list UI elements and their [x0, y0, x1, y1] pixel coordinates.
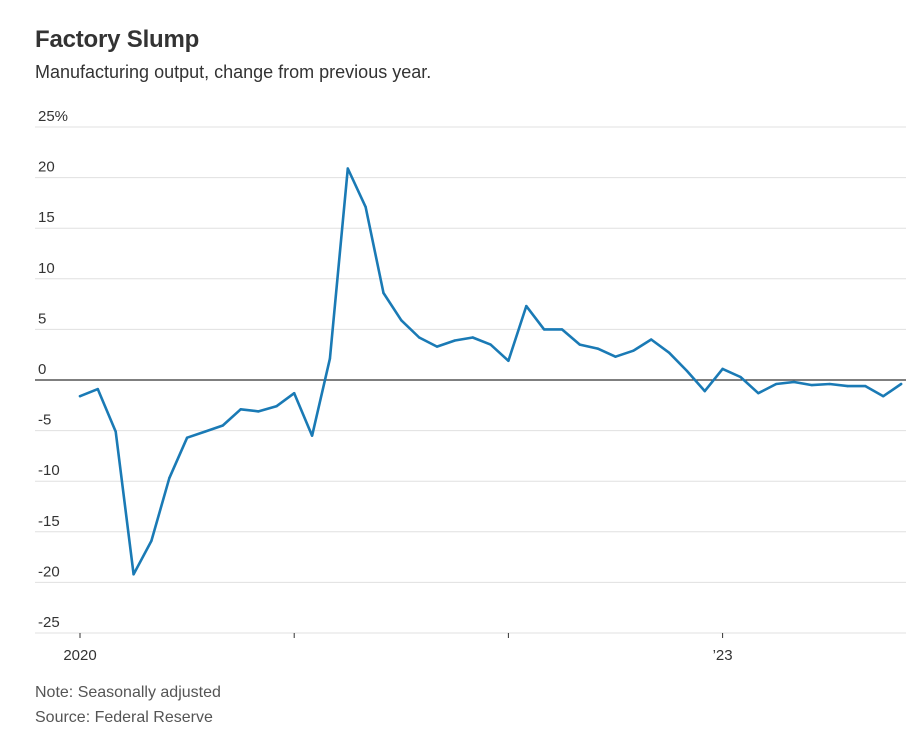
data-point — [453, 339, 457, 342]
y-tick-label: -15 — [38, 513, 60, 530]
data-point — [328, 357, 332, 360]
data-point — [542, 328, 546, 331]
data-point — [471, 336, 474, 339]
data-point — [310, 434, 314, 437]
data-point — [882, 394, 885, 398]
data-point — [828, 382, 831, 386]
series-layer — [78, 167, 903, 576]
chart-source: Source: Federal Reserve — [35, 709, 213, 726]
y-tick-label: 5 — [38, 310, 46, 327]
data-point — [757, 391, 760, 395]
data-point — [346, 167, 349, 170]
data-point — [703, 389, 706, 393]
chart-title: Factory Slump — [35, 26, 200, 53]
data-point — [78, 394, 82, 398]
data-point — [525, 304, 528, 308]
data-point — [293, 391, 296, 395]
data-point — [739, 375, 742, 379]
data-point — [578, 343, 581, 346]
y-tick-label: -25 — [38, 614, 60, 631]
data-point — [239, 408, 242, 411]
y-axis-labels: 25% 20 15 10 5 0 -5 -10 -15 -20 -25 — [38, 108, 68, 631]
data-point — [864, 384, 867, 388]
data-point — [114, 430, 117, 433]
x-axis: 2020 ’23 — [63, 633, 733, 664]
x-tick-label: ’23 — [713, 647, 733, 664]
y-tick-label: -10 — [38, 462, 60, 479]
data-point — [221, 424, 224, 427]
data-point — [96, 387, 100, 391]
data-point — [382, 291, 385, 295]
data-point — [810, 383, 814, 387]
data-point — [364, 205, 367, 209]
data-point — [150, 539, 153, 543]
data-point — [275, 405, 278, 408]
data-point — [168, 476, 171, 480]
data-point — [632, 349, 635, 352]
series-line-0 — [78, 167, 903, 576]
data-point — [489, 343, 492, 346]
data-point — [774, 382, 778, 386]
data-point — [132, 573, 135, 576]
data-point — [185, 436, 189, 439]
data-point — [792, 380, 796, 384]
gridlines — [35, 126, 906, 634]
chart-subtitle: Manufacturing output, change from previo… — [35, 62, 432, 82]
data-point — [203, 430, 207, 433]
y-tick-label: 0 — [38, 361, 46, 378]
data-point — [650, 338, 653, 341]
data-point — [257, 410, 260, 413]
data-point — [667, 351, 671, 354]
data-point — [596, 347, 599, 350]
data-point — [721, 367, 724, 371]
data-point — [899, 382, 903, 386]
y-tick-label: -5 — [38, 412, 51, 429]
y-tick-label: 10 — [38, 260, 55, 277]
y-tick-label: 15 — [38, 209, 55, 226]
y-tick-label: -20 — [38, 563, 60, 580]
data-point — [685, 369, 689, 373]
x-tick-label: 2020 — [63, 647, 96, 664]
data-point — [417, 336, 421, 339]
data-point — [560, 328, 564, 331]
data-point — [400, 319, 403, 322]
y-tick-label: 20 — [38, 159, 55, 176]
data-point — [435, 345, 439, 348]
data-point — [614, 355, 617, 358]
y-tick-label: 25% — [38, 108, 68, 125]
data-point — [507, 359, 510, 362]
data-point — [846, 384, 849, 388]
chart-note: Note: Seasonally adjusted — [35, 684, 221, 701]
